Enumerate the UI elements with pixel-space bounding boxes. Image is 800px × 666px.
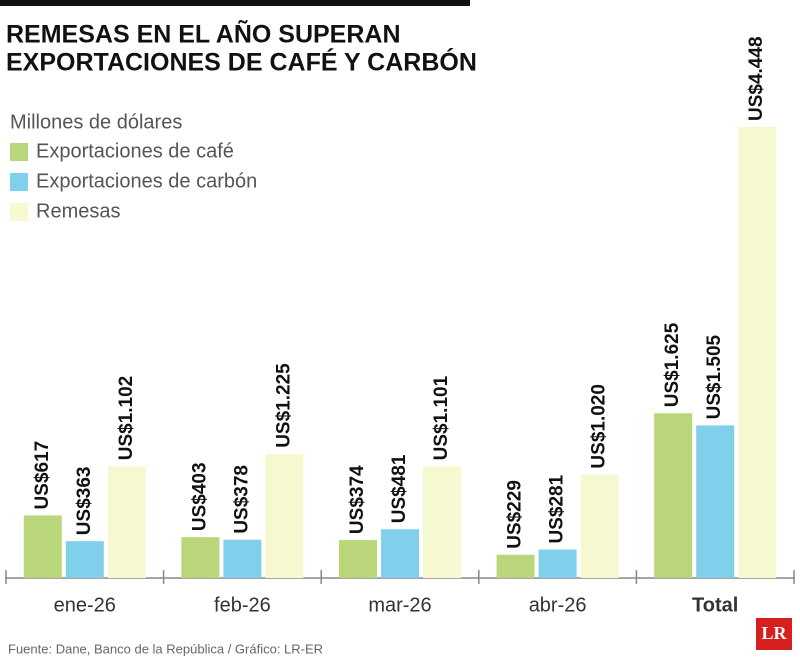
value-label: US$1.020 — [589, 384, 610, 469]
chart-title: EXPORTACIONES DE CAFÉ Y CARBÓN — [6, 47, 477, 77]
value-label: US$1.625 — [662, 322, 683, 407]
value-label: US$1.505 — [704, 334, 725, 419]
value-label: US$1.101 — [431, 375, 452, 460]
value-label: US$1.102 — [116, 376, 137, 461]
x-tick-label: abr-26 — [529, 594, 587, 616]
bar — [107, 466, 146, 578]
bar — [23, 515, 62, 578]
x-tick-label: feb-26 — [214, 594, 271, 616]
bar — [496, 554, 535, 578]
x-tick-label: ene-26 — [54, 594, 116, 616]
value-label: US$378 — [231, 465, 252, 534]
bar — [696, 425, 735, 578]
source: Fuente: Dane, Banco de la República / Gr… — [8, 641, 323, 656]
bar — [223, 539, 262, 578]
bar — [181, 537, 220, 578]
top-rule — [0, 0, 470, 6]
value-label: US$374 — [347, 465, 368, 534]
legend-swatch — [10, 203, 28, 221]
bar — [580, 474, 619, 578]
value-label: US$481 — [389, 454, 410, 523]
x-tick-label: Total — [692, 594, 738, 616]
subtitle: Millones de dólares — [10, 111, 182, 133]
legend-swatch — [10, 173, 28, 191]
legend-label: Exportaciones de carbón — [36, 170, 257, 192]
value-label: US$617 — [32, 441, 53, 510]
value-label: US$229 — [505, 480, 526, 549]
bar — [654, 413, 693, 578]
bar — [65, 541, 104, 578]
value-label: US$281 — [547, 474, 568, 543]
chart-title: REMESAS EN EL AÑO SUPERAN — [6, 19, 401, 49]
legend-label: Exportaciones de café — [36, 140, 234, 162]
bar — [423, 466, 461, 578]
logo-box — [756, 618, 792, 650]
bar — [538, 549, 577, 578]
logo: LR — [761, 623, 787, 643]
bar — [265, 453, 304, 578]
value-label: US$403 — [189, 462, 210, 531]
bar — [381, 529, 419, 578]
legend-label: Remesas — [36, 200, 120, 222]
value-label: US$1.225 — [273, 363, 294, 448]
value-label: US$4.448 — [746, 36, 767, 121]
x-tick-label: mar-26 — [368, 594, 431, 616]
bar — [339, 540, 377, 578]
value-label: US$363 — [74, 467, 95, 536]
legend-swatch — [10, 143, 28, 161]
bar — [738, 127, 777, 578]
